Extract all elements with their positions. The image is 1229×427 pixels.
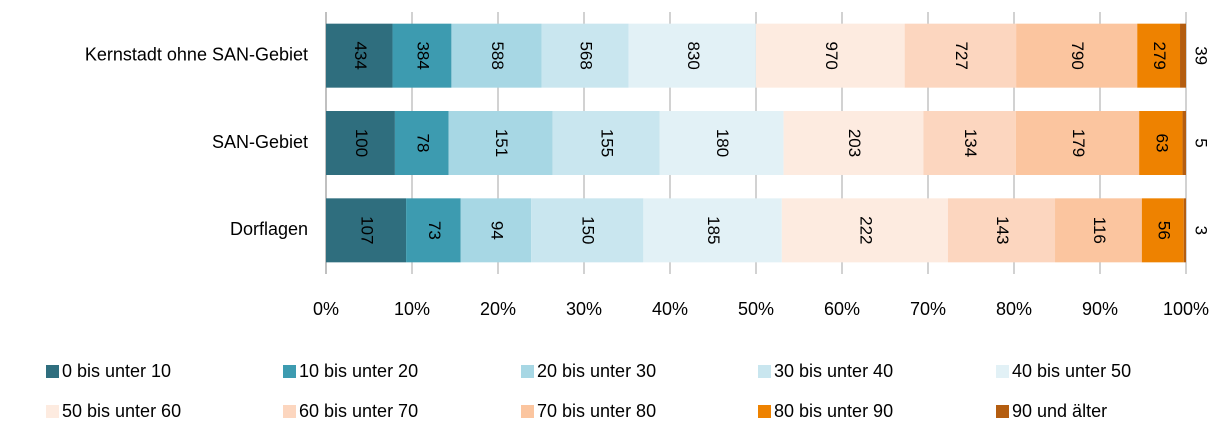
- legend-swatch: [758, 365, 771, 378]
- value-label: 970: [822, 41, 841, 69]
- legend-swatch: [996, 405, 1009, 418]
- bar-segment: [531, 198, 644, 263]
- bar-segment: [1180, 23, 1186, 88]
- x-tick-label: 80%: [996, 299, 1032, 319]
- category-label: SAN-Gebiet: [212, 132, 308, 152]
- value-label: 150: [579, 216, 598, 244]
- bar-segment: [1139, 111, 1183, 175]
- value-label: 94: [487, 221, 506, 240]
- value-label: 151: [492, 129, 511, 157]
- bar-segment: [923, 111, 1016, 175]
- bar-segment: [755, 23, 905, 88]
- value-label: 155: [598, 129, 617, 157]
- legend-label: 40 bis unter 50: [1012, 361, 1131, 381]
- bar-segment: [552, 111, 660, 175]
- bar-segment: [1016, 23, 1138, 88]
- value-label: 73: [425, 221, 444, 240]
- x-tick-label: 100%: [1163, 299, 1209, 319]
- value-label: 3: [1192, 226, 1211, 235]
- value-label: 5: [1192, 138, 1211, 147]
- x-tick-label: 70%: [910, 299, 946, 319]
- bar-segment: [541, 23, 629, 88]
- bar-segment: [783, 111, 924, 175]
- value-label: 56: [1154, 221, 1173, 240]
- value-label: 790: [1068, 41, 1087, 69]
- bar-segment: [448, 111, 553, 175]
- bar-segment: [326, 23, 393, 88]
- value-label: 116: [1090, 217, 1109, 244]
- value-label: 434: [351, 41, 370, 69]
- bar-segment: [394, 111, 449, 175]
- value-label: 588: [488, 41, 507, 69]
- legend-label: 0 bis unter 10: [62, 361, 171, 381]
- legend-label: 20 bis unter 30: [537, 361, 656, 381]
- value-label: 222: [856, 216, 875, 244]
- bar-segment: [1183, 198, 1186, 263]
- value-label: 78: [413, 134, 432, 153]
- value-label: 830: [684, 41, 703, 69]
- category-label: Dorflagen: [230, 219, 308, 239]
- value-label: 203: [845, 129, 864, 157]
- bar-segment: [643, 198, 782, 263]
- bar-segment: [904, 23, 1017, 88]
- bar-segment: [406, 198, 461, 263]
- bar-segment: [1055, 198, 1142, 263]
- category-label: Kernstadt ohne SAN-Gebiet: [85, 44, 308, 64]
- bar-segment: [326, 198, 407, 263]
- bar-segment: [451, 23, 542, 88]
- value-label: 180: [713, 129, 732, 157]
- bar-segment: [1182, 111, 1186, 175]
- legend-label: 90 und älter: [1012, 401, 1107, 421]
- value-label: 185: [704, 216, 723, 244]
- bar-segment: [392, 23, 452, 88]
- value-label: 107: [358, 216, 377, 244]
- legend-swatch: [758, 405, 771, 418]
- bar-segment: [781, 198, 948, 263]
- x-tick-label: 20%: [480, 299, 516, 319]
- value-label: 39: [1192, 46, 1211, 65]
- value-label: 134: [961, 129, 980, 157]
- legend-swatch: [996, 365, 1009, 378]
- bar-segment: [659, 111, 784, 175]
- x-tick-label: 0%: [313, 299, 339, 319]
- bar-segment: [1015, 111, 1140, 175]
- bar-segment: [1137, 23, 1181, 88]
- legend-swatch: [283, 405, 296, 418]
- value-label: 727: [952, 41, 971, 69]
- x-tick-label: 90%: [1082, 299, 1118, 319]
- value-label: 63: [1152, 134, 1171, 153]
- bar-segment: [628, 23, 756, 88]
- bar-segment: [947, 198, 1056, 263]
- value-label: 179: [1069, 129, 1088, 157]
- legend-swatch: [521, 405, 534, 418]
- value-label: 100: [352, 129, 371, 157]
- value-label: 279: [1150, 41, 1169, 69]
- legend-swatch: [283, 365, 296, 378]
- x-tick-label: 40%: [652, 299, 688, 319]
- bar-segment: [460, 198, 532, 263]
- x-tick-label: 60%: [824, 299, 860, 319]
- bar-segment: [326, 111, 395, 175]
- x-tick-label: 30%: [566, 299, 602, 319]
- value-label: 143: [993, 216, 1012, 244]
- value-label: 568: [577, 41, 596, 69]
- legend-swatch: [46, 405, 59, 418]
- bar-segment: [1141, 198, 1184, 263]
- legend-label: 30 bis unter 40: [774, 361, 893, 381]
- value-label: 384: [413, 41, 432, 69]
- legend-swatch: [521, 365, 534, 378]
- legend-label: 80 bis unter 90: [774, 401, 893, 421]
- legend-swatch: [46, 365, 59, 378]
- legend-label: 50 bis unter 60: [62, 401, 181, 421]
- legend-label: 70 bis unter 80: [537, 401, 656, 421]
- legend-label: 10 bis unter 20: [299, 361, 418, 381]
- x-tick-label: 50%: [738, 299, 774, 319]
- x-tick-label: 10%: [394, 299, 430, 319]
- legend-label: 60 bis unter 70: [299, 401, 418, 421]
